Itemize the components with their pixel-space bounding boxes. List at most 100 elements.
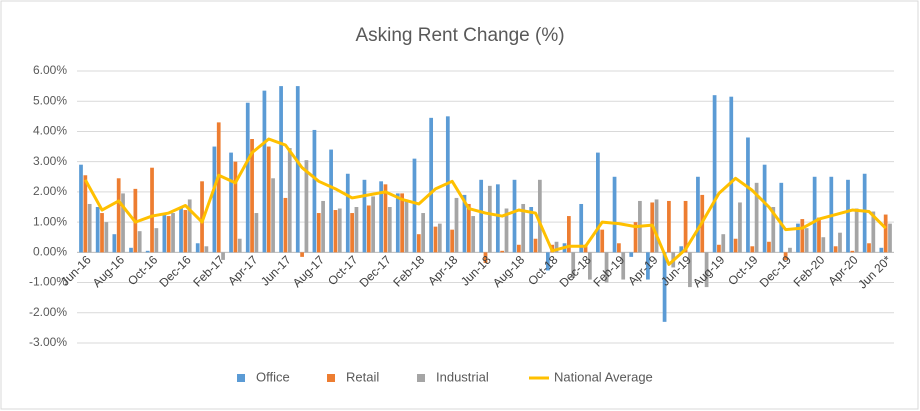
bar: [604, 252, 609, 283]
bar: [129, 247, 133, 253]
bar: [362, 179, 367, 253]
bar: [171, 213, 175, 253]
bar: [888, 223, 892, 253]
bar: [683, 200, 688, 253]
bar: [437, 223, 442, 253]
bar: [162, 214, 167, 253]
bar: [579, 203, 584, 253]
bar: [500, 250, 505, 253]
bar: [187, 199, 192, 253]
bar: [862, 173, 867, 253]
bar: [279, 86, 283, 253]
bar: [854, 208, 859, 253]
bar: [83, 175, 88, 253]
bar: [554, 241, 559, 253]
y-tick-label: 5.00%: [33, 93, 67, 107]
bar: [788, 247, 792, 253]
bar: [883, 214, 888, 253]
line: [84, 137, 887, 266]
bar: [533, 238, 538, 253]
bar: [516, 244, 521, 253]
bar: [121, 193, 125, 253]
bar: [404, 199, 409, 253]
bar: [621, 252, 626, 280]
bar: [287, 148, 292, 253]
bar: [204, 246, 209, 253]
bar: [366, 205, 371, 253]
bar: [654, 199, 659, 253]
y-tick-label: -2.00%: [29, 305, 67, 319]
bar: [871, 211, 876, 253]
bar: [429, 117, 434, 253]
bar: [717, 244, 721, 253]
bar: [712, 95, 717, 253]
y-tick-label: 6.00%: [33, 63, 67, 77]
bar: [250, 139, 254, 253]
bar: [329, 149, 333, 253]
bar: [395, 193, 400, 253]
bar: [254, 213, 259, 253]
bar: [454, 197, 459, 253]
bar: [733, 238, 738, 253]
legend-label: Retail: [346, 369, 379, 384]
bar: [796, 223, 800, 253]
bar: [229, 152, 233, 253]
bar: [321, 200, 325, 253]
bar: [421, 213, 426, 253]
bar: [754, 182, 759, 253]
bar: [462, 194, 467, 253]
bar: [154, 228, 159, 253]
bar: [383, 184, 388, 253]
bar: [833, 246, 838, 253]
bar: [838, 232, 842, 253]
bar: [295, 86, 300, 253]
bar: [145, 250, 150, 253]
bar: [104, 222, 109, 253]
bar: [371, 196, 375, 253]
bar: [87, 203, 92, 253]
bar: [738, 202, 742, 253]
bar: [400, 193, 405, 253]
bar: [495, 184, 500, 253]
bar: [762, 164, 767, 253]
bar: [846, 179, 850, 253]
bar: [771, 207, 776, 253]
bar: [433, 226, 438, 253]
bar: [387, 207, 392, 253]
bar: [746, 137, 750, 253]
y-tick-label: -3.00%: [29, 335, 67, 349]
chart-title: Asking Rent Change (%): [355, 25, 564, 46]
bar: [783, 252, 788, 260]
bar: [504, 208, 509, 253]
bar: [729, 96, 734, 253]
bar: [667, 200, 671, 253]
bar: [696, 176, 700, 253]
bar: [487, 185, 492, 253]
bar: [512, 179, 517, 253]
bar: [821, 237, 826, 253]
bar: [266, 146, 271, 253]
bar: [800, 219, 805, 253]
bar: [483, 252, 488, 263]
bar: [529, 207, 534, 253]
bar: [221, 252, 225, 260]
bar: [112, 234, 117, 253]
legend-label: Industrial: [436, 369, 489, 384]
bar: [633, 222, 638, 253]
bar: [345, 173, 350, 253]
bar: [304, 160, 309, 253]
bar: [617, 243, 621, 253]
legend-label: Office: [256, 369, 290, 384]
bar: [412, 158, 417, 253]
bar: [704, 252, 709, 288]
bar: [95, 207, 100, 253]
y-tick-label: -1.00%: [29, 275, 67, 289]
bar: [662, 252, 667, 322]
bar: [262, 90, 267, 253]
bar: [721, 234, 726, 253]
bar: [850, 250, 855, 253]
bar: [600, 229, 605, 253]
bar: [646, 252, 650, 280]
bar: [233, 161, 238, 253]
